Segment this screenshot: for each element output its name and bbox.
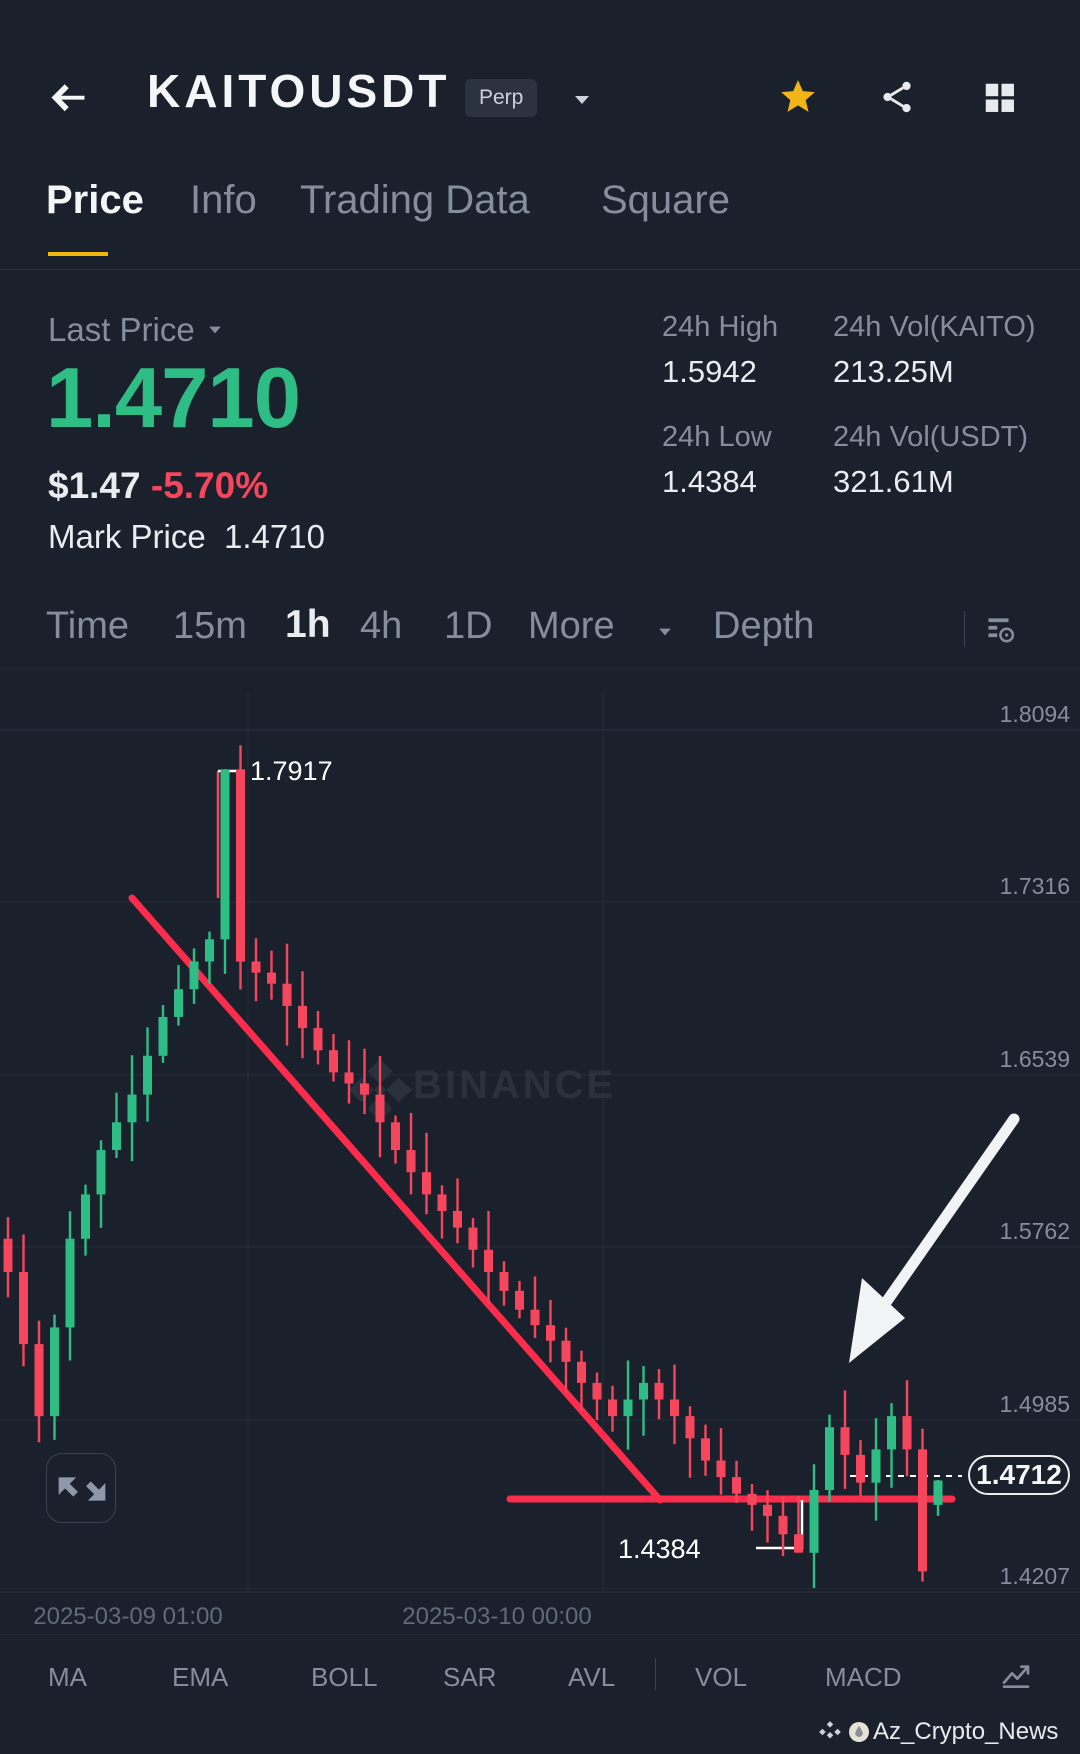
svg-text:1.8094: 1.8094	[1000, 701, 1071, 727]
svg-text:1.6539: 1.6539	[1000, 1046, 1070, 1072]
svg-text:1.7917: 1.7917	[250, 756, 333, 786]
svg-text:1.4384: 1.4384	[618, 1534, 701, 1564]
svg-text:1.4207: 1.4207	[1000, 1563, 1070, 1589]
svg-text:BINANCE: BINANCE	[413, 1063, 616, 1107]
svg-text:1.5762: 1.5762	[1000, 1218, 1070, 1244]
svg-text:1.4985: 1.4985	[1000, 1391, 1070, 1417]
svg-text:1.7316: 1.7316	[1000, 873, 1070, 899]
